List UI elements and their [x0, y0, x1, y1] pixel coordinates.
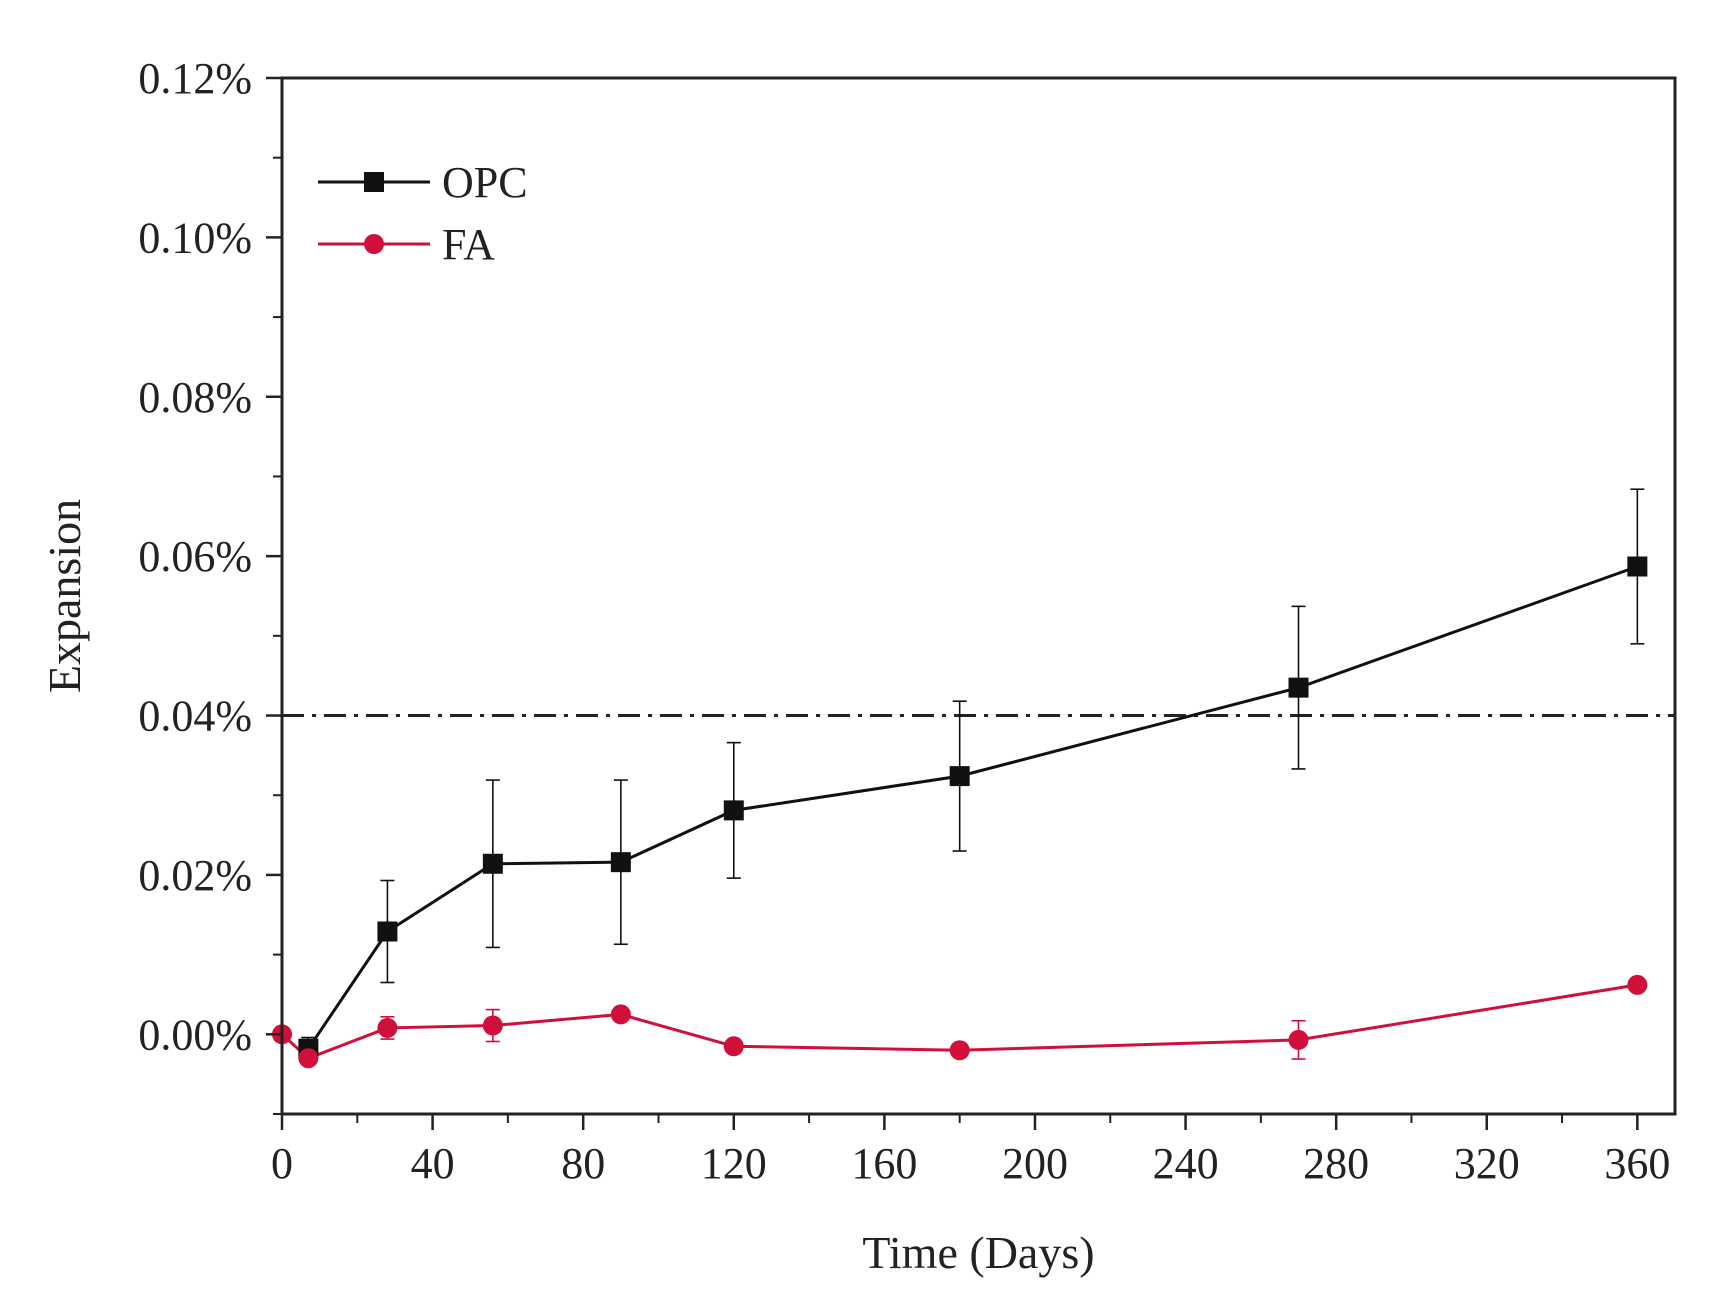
x-tick-label: 360 — [1604, 1139, 1670, 1188]
x-axis-title: Time (Days) — [862, 1227, 1094, 1278]
opc-series-line — [307, 565, 1638, 1050]
y-axis-title: Expansion — [39, 499, 90, 693]
y-tick-label: 0.04% — [138, 692, 252, 741]
ticks-layer — [266, 76, 1639, 1130]
opc-data-point — [610, 852, 631, 873]
fa-data-point — [610, 1004, 631, 1025]
opc-data-point — [723, 800, 744, 821]
legend-label-opc: OPC — [442, 158, 528, 207]
y-tick-label: 0.08% — [138, 373, 252, 422]
opc-data-point — [377, 921, 398, 942]
opc-data-point — [1627, 556, 1648, 577]
fa-data-point — [1288, 1029, 1309, 1050]
x-tick-label: 320 — [1454, 1139, 1520, 1188]
y-tick-label: 0.02% — [138, 851, 252, 900]
tick-labels-layer: 0 40 80 120 160 200 240 280 320 360 0.00% 0.02% 0.04… — [138, 54, 1670, 1188]
x-tick-label: 80 — [561, 1139, 605, 1188]
fa-data-point — [949, 1040, 970, 1061]
y-tick-label: 0.12% — [138, 54, 252, 103]
opc-data-point — [949, 766, 970, 787]
fa-data-point — [377, 1017, 398, 1038]
fa-data-point — [1627, 974, 1648, 995]
fa-data-point — [723, 1036, 744, 1057]
opc-data-point — [1288, 677, 1309, 698]
x-tick-label: 280 — [1303, 1139, 1369, 1188]
legend-marker-opc — [364, 172, 384, 192]
fa-data-point — [298, 1048, 319, 1069]
plot-frame-layer — [280, 76, 1677, 1116]
x-tick-label: 160 — [851, 1139, 917, 1188]
x-tick-label: 240 — [1153, 1139, 1219, 1188]
fa-data-point — [482, 1015, 503, 1036]
legend: OPC FA — [318, 158, 528, 269]
error-bars-layer — [301, 488, 1645, 1066]
x-tick-label: 200 — [1002, 1139, 1068, 1188]
x-tick-label: 120 — [701, 1139, 767, 1188]
y-tick-label: 0.00% — [138, 1010, 252, 1059]
x-tick-label: 40 — [411, 1139, 455, 1188]
x-tick-label: 0 — [271, 1139, 293, 1188]
markers-layer — [272, 556, 1648, 1069]
opc-data-point — [482, 853, 503, 874]
plot-frame — [280, 76, 1677, 1116]
legend-marker-fa — [364, 234, 384, 254]
legend-label-fa: FA — [442, 220, 495, 269]
y-tick-label: 0.10% — [138, 213, 252, 262]
y-tick-label: 0.06% — [138, 532, 252, 581]
